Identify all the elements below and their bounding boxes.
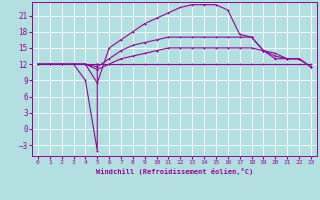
X-axis label: Windchill (Refroidissement éolien,°C): Windchill (Refroidissement éolien,°C) [96,168,253,175]
